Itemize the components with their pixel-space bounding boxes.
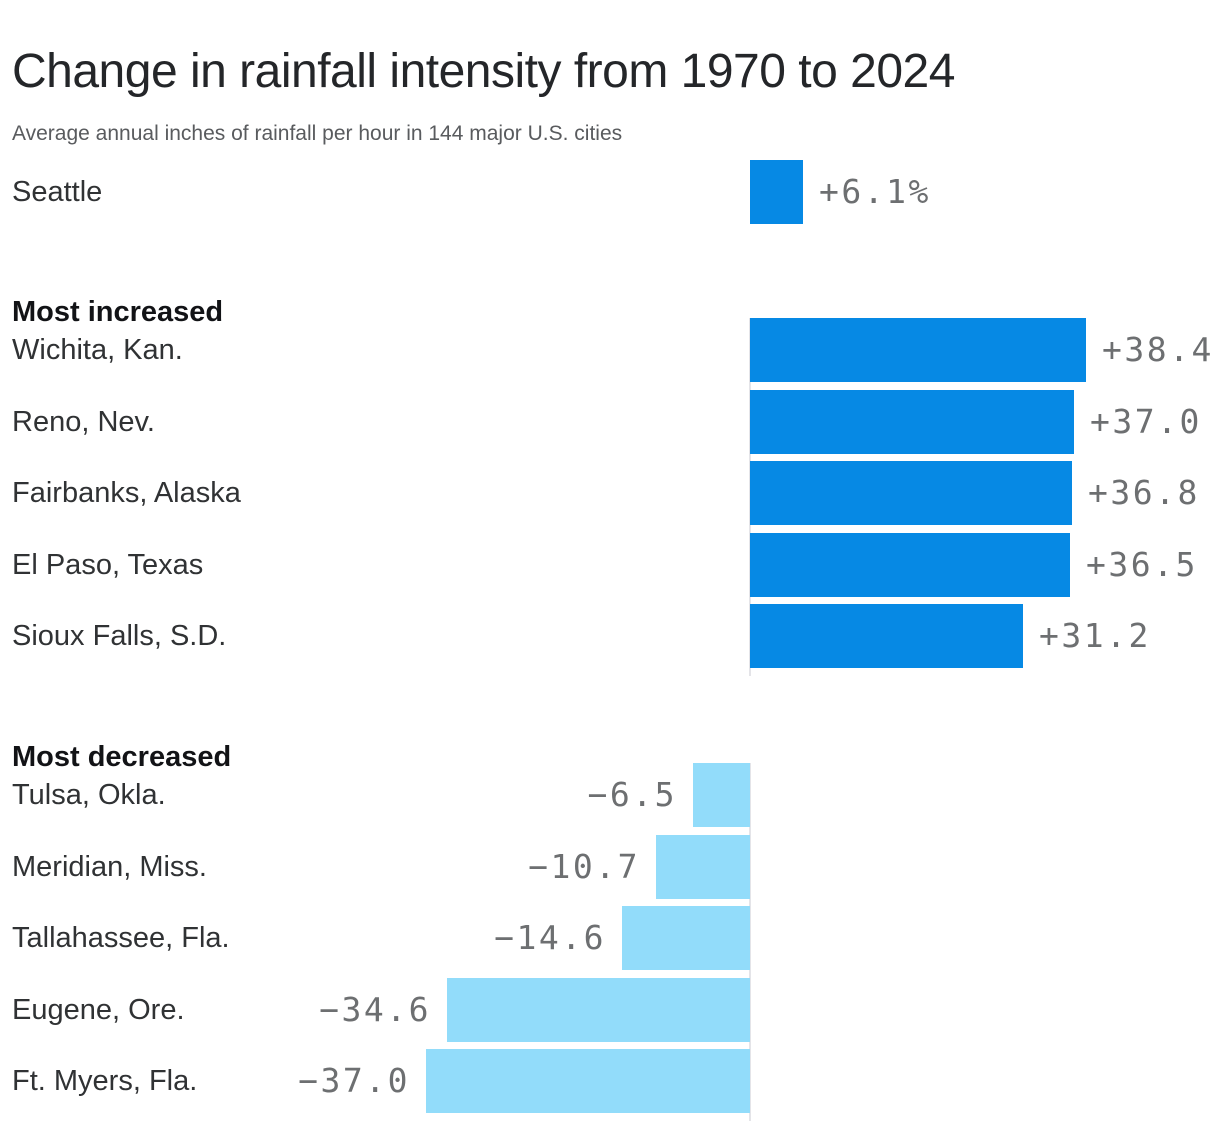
- bar-positive: [750, 532, 1070, 597]
- chart-subtitle: Average annual inches of rainfall per ho…: [12, 122, 623, 145]
- city-label: Tallahassee, Fla.: [12, 922, 230, 954]
- city-label: Meridian, Miss.: [12, 850, 207, 883]
- value-label: −37.0: [298, 1061, 410, 1100]
- section-header-most-decreased: Most decreased: [12, 741, 232, 774]
- chart-row: Tulsa, Okla. −6.5: [0, 763, 1220, 835]
- city-label: Wichita, Kan.: [12, 334, 183, 366]
- city-label: Sioux Falls, S.D.: [12, 620, 227, 652]
- chart-row: Fairbanks, Alaska +36.8: [0, 461, 1220, 533]
- group-most-decreased: Tulsa, Okla. −6.5 Meridian, Miss. −10.7 Tall…: [0, 763, 1220, 1121]
- bar-positive: [750, 160, 803, 224]
- bar-negative: [426, 1049, 750, 1113]
- chart-row: Sioux Falls, S.D. +31.2: [0, 604, 1220, 676]
- city-label: Tulsa, Okla.: [12, 779, 166, 811]
- bar-positive: [750, 389, 1074, 454]
- group-most-increased: Wichita, Kan. +38.4 Reno, Nev. +37.0 Fairban…: [0, 318, 1220, 676]
- baseline-axis-line: [748, 318, 751, 676]
- value-label: −34.6: [319, 989, 431, 1029]
- bar-positive: [750, 461, 1072, 525]
- bar-negative: [622, 906, 750, 970]
- chart-row: Tallahassee, Fla. −14.6: [0, 906, 1220, 978]
- city-label: Fairbanks, Alaska: [12, 477, 241, 509]
- city-label: Reno, Nev.: [12, 405, 155, 438]
- bar-negative: [447, 977, 750, 1042]
- chart-row: Ft. Myers, Fla. −37.0: [0, 1049, 1220, 1121]
- bar-positive: [750, 318, 1086, 382]
- city-label: Seattle: [12, 176, 103, 208]
- value-label: +36.5: [1086, 544, 1198, 584]
- value-label: +6.1%: [819, 172, 931, 211]
- bar-positive: [750, 604, 1023, 668]
- city-label: Ft. Myers, Fla.: [12, 1065, 198, 1097]
- chart-row: Wichita, Kan. +38.4: [0, 318, 1220, 390]
- chart-title: Change in rainfall intensity from 1970 t…: [12, 45, 955, 99]
- bar-negative: [656, 834, 750, 899]
- chart-row: Eugene, Ore. −34.6: [0, 977, 1220, 1050]
- group-seattle: Seattle +6.1%: [0, 160, 1220, 232]
- chart-row: Seattle +6.1%: [0, 160, 1220, 232]
- value-label: −14.6: [494, 918, 606, 957]
- value-label: +38.4: [1102, 330, 1214, 369]
- value-label: +31.2: [1039, 616, 1151, 655]
- value-label: +37.0: [1090, 401, 1202, 441]
- city-label: El Paso, Texas: [12, 548, 204, 581]
- value-label: −6.5: [587, 775, 677, 814]
- chart-row: Reno, Nev. +37.0: [0, 389, 1220, 462]
- value-label: +36.8: [1088, 473, 1200, 512]
- chart-row: El Paso, Texas +36.5: [0, 532, 1220, 605]
- chart-row: Meridian, Miss. −10.7: [0, 834, 1220, 907]
- value-label: −10.7: [528, 846, 640, 886]
- city-label: Eugene, Ore.: [12, 993, 185, 1026]
- bar-negative: [693, 763, 750, 827]
- section-header-most-increased: Most increased: [12, 296, 224, 329]
